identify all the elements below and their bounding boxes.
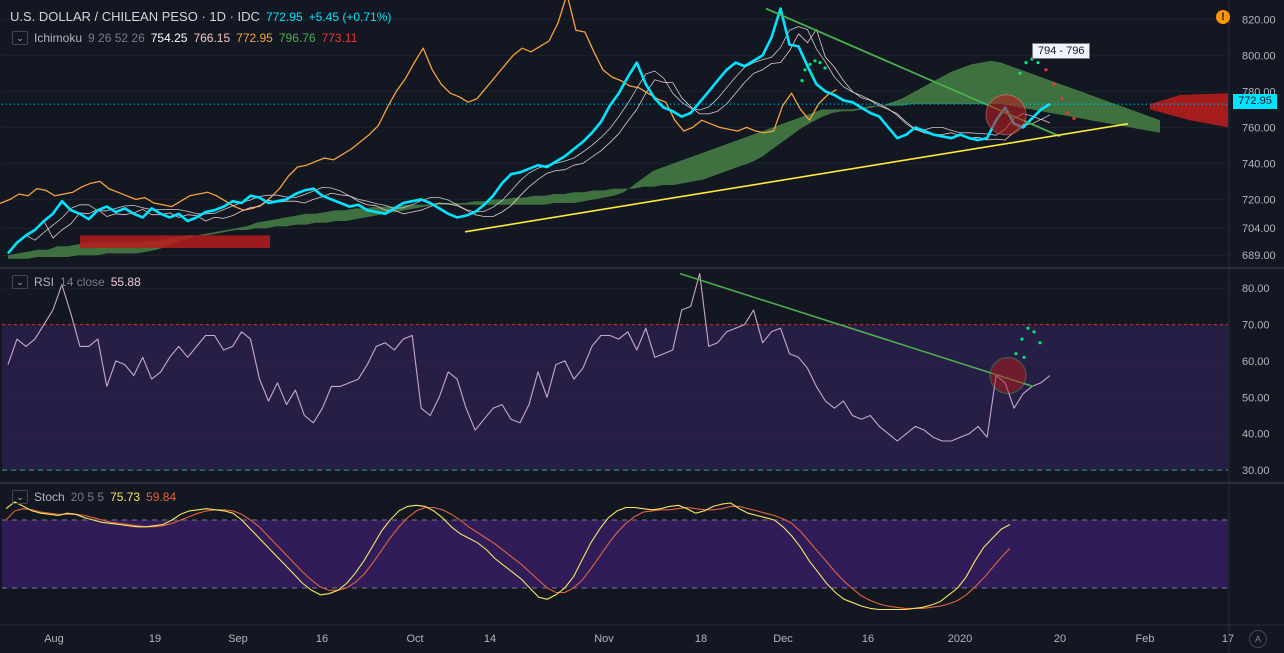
symbol-title: U.S. DOLLAR / CHILEAN PESO · 1D · IDC	[10, 9, 260, 24]
x-tick-label: 16	[316, 633, 328, 645]
stoch-d-line	[5, 505, 1011, 609]
x-tick-label: Feb	[1136, 633, 1155, 645]
main-header: U.S. DOLLAR / CHILEAN PESO · 1D · IDC 77…	[10, 9, 391, 24]
x-tick-label: Nov	[594, 633, 614, 645]
y-tick-label: 689.00	[1242, 250, 1276, 262]
rsi-highlight-circle	[989, 357, 1027, 394]
x-tick-label: Dec	[773, 633, 793, 645]
lagging-span-line	[0, 0, 837, 211]
projection-dot	[808, 62, 812, 66]
ichimoku-legend: ⌄ Ichimoku 9 26 52 26 754.25 766.15 772.…	[12, 31, 357, 45]
x-tick-label: 16	[862, 633, 874, 645]
ichimoku-params: 9 26 52 26	[88, 31, 145, 45]
projection-dot	[1038, 341, 1042, 345]
projection-dot	[1020, 337, 1024, 341]
stoch-k-value: 75.73	[110, 490, 141, 504]
x-tick-label: 18	[695, 633, 707, 645]
rsi-band	[2, 324, 1228, 471]
close-price-line	[7, 7, 1051, 255]
projection-dot	[1072, 116, 1076, 120]
x-tick-label: Aug	[44, 633, 64, 645]
ichimoku-cloud-bear-future	[1150, 93, 1228, 128]
rsi-legend: ⌄ RSI 14 close 55.88	[12, 275, 141, 289]
rsi-tick-label: 50.00	[1242, 392, 1270, 404]
projection-dot	[1052, 82, 1056, 86]
projection-dot	[1022, 355, 1026, 359]
projection-dot	[810, 73, 814, 77]
rsi-tick-label: 60.00	[1242, 356, 1270, 368]
target-label: 794 - 796	[1032, 43, 1091, 59]
chevron-down-icon[interactable]: ⌄	[12, 275, 28, 289]
highlight-circle	[985, 94, 1027, 136]
projection-dot	[823, 66, 827, 70]
auto-scale-icon[interactable]: A	[1249, 630, 1267, 648]
projection-dot	[1044, 68, 1048, 72]
stoch-band	[2, 520, 1228, 588]
y-tick-label: 820.00	[1242, 14, 1276, 26]
rsi-params: 14 close	[60, 275, 105, 289]
ichimoku-value-4: 796.76	[278, 31, 316, 45]
rsi-trendline	[679, 272, 1034, 388]
stoch-params: 20 5 5	[70, 490, 105, 504]
warning-icon[interactable]: !	[1216, 10, 1230, 24]
x-tick-label: 17	[1222, 633, 1234, 645]
projection-dot	[1036, 61, 1040, 65]
ichimoku-value-1: 754.25	[150, 31, 188, 45]
y-tick-label: 704.00	[1242, 223, 1276, 235]
stoch-name: Stoch	[34, 490, 65, 504]
x-tick-label: Oct	[406, 633, 423, 645]
rsi-tick-label: 70.00	[1242, 320, 1270, 332]
x-tick-label: Sep	[228, 633, 248, 645]
rsi-tick-label: 40.00	[1242, 429, 1270, 441]
projection-dot	[803, 68, 807, 72]
ichimoku-cloud-bull	[8, 60, 1160, 259]
projection-dot	[800, 79, 804, 83]
ichimoku-value-5: 773.11	[321, 31, 358, 45]
base-line	[7, 26, 1051, 254]
projection-dot	[1066, 111, 1070, 115]
ichimoku-value-2: 766.15	[193, 31, 231, 45]
rsi-tick-label: 80.00	[1242, 283, 1270, 295]
stoch-k-line	[5, 501, 1011, 611]
ichimoku-name: Ichimoku	[34, 31, 83, 45]
x-tick-label: 19	[149, 633, 161, 645]
projection-dot	[1032, 330, 1036, 334]
y-tick-label: 720.00	[1242, 194, 1276, 206]
chevron-down-icon[interactable]: ⌄	[12, 490, 28, 504]
x-tick-label: 14	[484, 633, 496, 645]
chevron-down-icon[interactable]: ⌄	[12, 31, 28, 45]
projection-dot	[1024, 61, 1028, 65]
support-trendline	[464, 123, 1129, 233]
last-price: 772.95	[265, 9, 303, 24]
projection-dot	[1014, 352, 1018, 356]
last-price-tag: 772.95	[1233, 94, 1277, 109]
projection-dot	[1018, 71, 1022, 75]
projection-dot	[1026, 326, 1030, 330]
ichimoku-cloud-bear	[80, 235, 270, 248]
conversion-line	[7, 28, 1051, 254]
x-tick-label: 20	[1054, 633, 1066, 645]
rsi-name: RSI	[34, 275, 55, 289]
y-tick-label: 740.00	[1242, 158, 1276, 170]
x-tick-label: 2020	[948, 633, 972, 645]
rsi-value: 55.88	[110, 275, 141, 289]
rsi-line	[7, 273, 1051, 442]
projection-dot	[818, 61, 822, 65]
projection-dot	[813, 59, 817, 63]
price-change: +5.45 (+0.71%)	[308, 9, 392, 24]
stoch-legend: ⌄ Stoch 20 5 5 75.73 59.84	[12, 490, 176, 504]
y-tick-label: 800.00	[1242, 50, 1276, 62]
projection-dot	[1060, 97, 1064, 101]
y-tick-label: 760.00	[1242, 122, 1276, 134]
rsi-tick-label: 30.00	[1242, 465, 1270, 477]
ichimoku-value-3: 772.95	[236, 31, 273, 45]
stoch-d-value: 59.84	[146, 490, 177, 504]
